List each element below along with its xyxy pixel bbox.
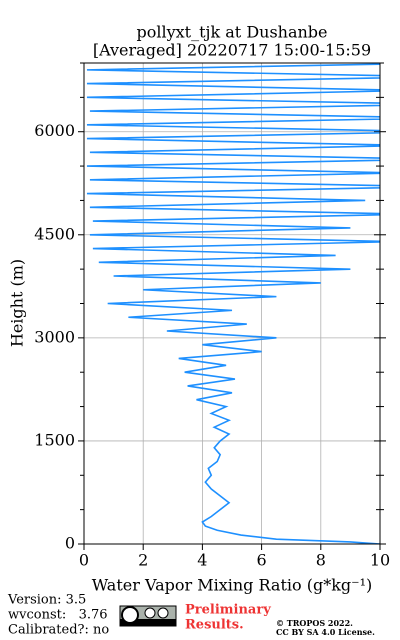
x-tick-label: 10 bbox=[370, 551, 390, 570]
wvconst: wvconst: 3.76 bbox=[8, 608, 108, 623]
copyright: CC BY SA 4.0 License. bbox=[276, 627, 375, 637]
x-tick-label: 8 bbox=[316, 551, 326, 570]
cc-logo bbox=[119, 605, 177, 627]
chart-subtitle: [Averaged] 20220717 15:00-15:59 bbox=[93, 41, 371, 60]
y-tick-label: 0 bbox=[65, 534, 75, 553]
y-tick-label: 1500 bbox=[34, 430, 75, 449]
plot-area: 0 2 4 6 8 10 0 1500 3000 4500 6000 bbox=[34, 62, 390, 570]
y-tick-label: 4500 bbox=[34, 224, 75, 243]
calibrated: Calibrated?: no bbox=[8, 623, 109, 638]
x-axis-label: Water Vapor Mixing Ratio (g*kg⁻¹) bbox=[92, 576, 372, 595]
plot-frame bbox=[83, 62, 381, 545]
copyright: © TROPOS 2022. bbox=[276, 618, 353, 628]
preliminary: Results. bbox=[185, 618, 244, 633]
x-tick-label: 6 bbox=[257, 551, 267, 570]
y-tick-label: 6000 bbox=[34, 121, 75, 140]
x-tick-label: 4 bbox=[197, 551, 207, 570]
y-tick-label: 3000 bbox=[34, 327, 75, 346]
x-tick-label: 0 bbox=[79, 551, 89, 570]
version: Version: 3.5 bbox=[7, 593, 86, 608]
y-axis-label: Height (m) bbox=[8, 259, 27, 347]
chart-title: pollyxt_tjk at Dushanbe bbox=[136, 23, 327, 42]
preliminary: Preliminary bbox=[185, 603, 271, 618]
x-tick-label: 2 bbox=[138, 551, 148, 570]
profile-line bbox=[86, 63, 380, 544]
